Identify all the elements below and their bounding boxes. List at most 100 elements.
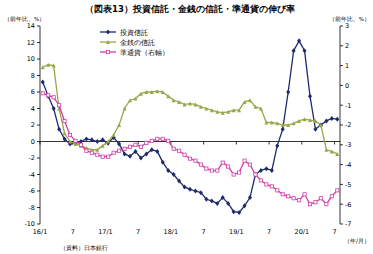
marker xyxy=(287,195,290,198)
marker xyxy=(205,167,208,170)
y2-tick xyxy=(340,144,343,145)
marker xyxy=(193,102,197,106)
chart: （図表13）投資信託・金銭の信託・準通貨の伸び率（前年比、%）（前年比、%）（年… xyxy=(0,0,373,254)
marker xyxy=(313,127,317,132)
y2-tick-label: -5 xyxy=(345,181,351,189)
marker xyxy=(324,118,328,123)
y-tick xyxy=(37,26,40,27)
marker xyxy=(204,197,208,202)
marker xyxy=(221,161,224,164)
y-tick xyxy=(37,207,40,208)
plot-area xyxy=(41,38,340,215)
legend-label: 投資信託 xyxy=(119,29,148,37)
marker xyxy=(248,98,252,102)
legend-marker xyxy=(106,50,109,53)
y2-tick-label: -3 xyxy=(345,141,351,149)
marker xyxy=(210,198,214,203)
marker xyxy=(286,123,290,127)
y-tick-label: 2 xyxy=(31,121,35,129)
x-tick xyxy=(236,142,237,145)
source: （資料）日本銀行 xyxy=(60,245,108,252)
marker xyxy=(232,173,235,176)
y-tick xyxy=(37,59,40,60)
marker xyxy=(41,65,45,69)
y-tick xyxy=(37,108,40,109)
marker xyxy=(297,119,301,123)
x-tick xyxy=(301,142,302,145)
marker xyxy=(303,48,307,53)
marker xyxy=(308,94,312,99)
marker xyxy=(221,195,225,200)
marker xyxy=(107,155,110,158)
marker xyxy=(139,156,143,161)
marker xyxy=(128,98,132,102)
marker xyxy=(47,94,50,97)
marker xyxy=(319,197,322,200)
marker xyxy=(314,201,317,204)
marker xyxy=(319,123,323,127)
marker xyxy=(330,195,333,198)
marker xyxy=(150,90,154,94)
x-tick xyxy=(203,142,204,145)
marker xyxy=(281,127,285,132)
marker xyxy=(281,123,285,127)
y2-tick-label: 3 xyxy=(345,22,349,30)
marker xyxy=(117,141,121,146)
y-tick-label: -6 xyxy=(29,187,35,195)
y2-tick-label: 1 xyxy=(345,62,349,70)
marker xyxy=(297,38,301,43)
y-tick-label: 8 xyxy=(31,72,35,80)
marker xyxy=(275,143,279,148)
marker xyxy=(308,118,312,122)
x-tick xyxy=(334,142,335,145)
marker xyxy=(90,137,94,142)
marker xyxy=(96,153,99,156)
y-tick xyxy=(37,191,40,192)
marker xyxy=(292,48,296,53)
y2-tick xyxy=(340,125,343,126)
marker xyxy=(210,108,214,112)
series xyxy=(41,38,340,215)
marker xyxy=(276,189,279,192)
marker xyxy=(286,90,290,95)
x-tick-label: 19/1 xyxy=(229,228,244,236)
marker xyxy=(232,108,236,112)
marker xyxy=(161,160,165,165)
marker xyxy=(133,149,137,154)
y-tick xyxy=(37,224,40,225)
marker xyxy=(156,137,159,140)
marker xyxy=(155,89,159,93)
marker xyxy=(155,149,159,154)
marker xyxy=(188,187,192,192)
marker xyxy=(144,151,148,156)
marker xyxy=(84,137,88,142)
marker xyxy=(264,121,268,125)
marker xyxy=(210,169,213,172)
marker xyxy=(167,139,170,142)
y-tick-label: 14 xyxy=(27,22,35,30)
marker xyxy=(161,90,165,94)
marker xyxy=(52,64,56,68)
marker xyxy=(117,149,120,152)
marker xyxy=(41,80,45,85)
y-tick-label: 0 xyxy=(31,138,35,146)
legend-marker xyxy=(106,30,110,35)
marker xyxy=(172,98,176,102)
marker xyxy=(123,151,127,156)
marker xyxy=(183,102,187,106)
y2-tick xyxy=(340,45,343,46)
marker xyxy=(243,203,247,208)
y2-tick-label: -7 xyxy=(345,220,351,228)
y-tick xyxy=(37,174,40,175)
marker xyxy=(270,121,274,125)
marker xyxy=(166,168,170,173)
marker xyxy=(325,203,328,206)
y-tick-label: 12 xyxy=(27,39,35,47)
x-tick-label: 16/1 xyxy=(33,228,48,236)
y2-tick-label: 2 xyxy=(345,42,349,50)
marker xyxy=(227,165,230,168)
marker xyxy=(134,143,137,146)
marker xyxy=(90,151,93,154)
marker xyxy=(194,159,197,162)
marker xyxy=(335,117,339,122)
